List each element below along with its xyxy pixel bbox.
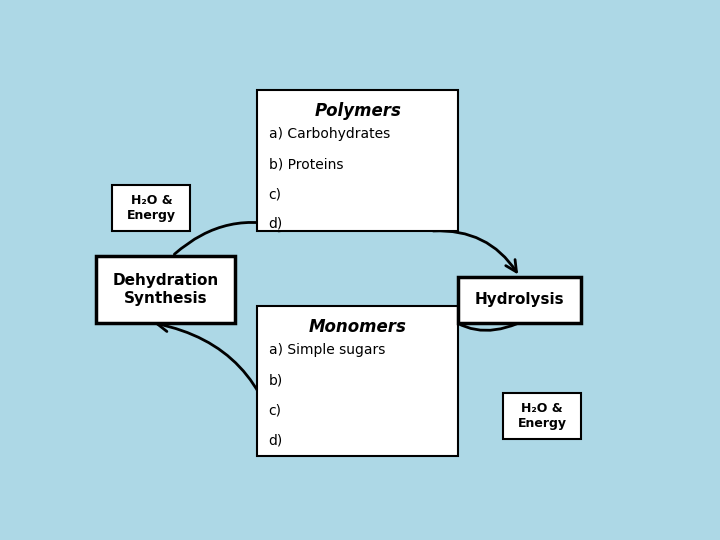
Text: b): b) [269,373,283,387]
Text: c): c) [269,403,282,417]
Text: b) Proteins: b) Proteins [269,157,343,171]
FancyBboxPatch shape [459,277,581,322]
Text: H₂O &
Energy: H₂O & Energy [127,194,176,222]
Text: Dehydration
Synthesis: Dehydration Synthesis [112,273,218,306]
Text: Hydrolysis: Hydrolysis [475,292,564,307]
Text: a) Carbohydrates: a) Carbohydrates [269,127,390,141]
Text: d): d) [269,217,283,231]
Text: c): c) [269,187,282,201]
Text: a) Simple sugars: a) Simple sugars [269,343,385,357]
FancyBboxPatch shape [112,185,190,231]
FancyBboxPatch shape [258,90,458,231]
Text: Polymers: Polymers [315,102,401,120]
Text: d): d) [269,433,283,447]
Text: H₂O &
Energy: H₂O & Energy [518,402,567,430]
FancyBboxPatch shape [258,306,458,456]
FancyBboxPatch shape [503,393,581,439]
FancyBboxPatch shape [96,256,235,322]
Text: Monomers: Monomers [309,319,407,336]
